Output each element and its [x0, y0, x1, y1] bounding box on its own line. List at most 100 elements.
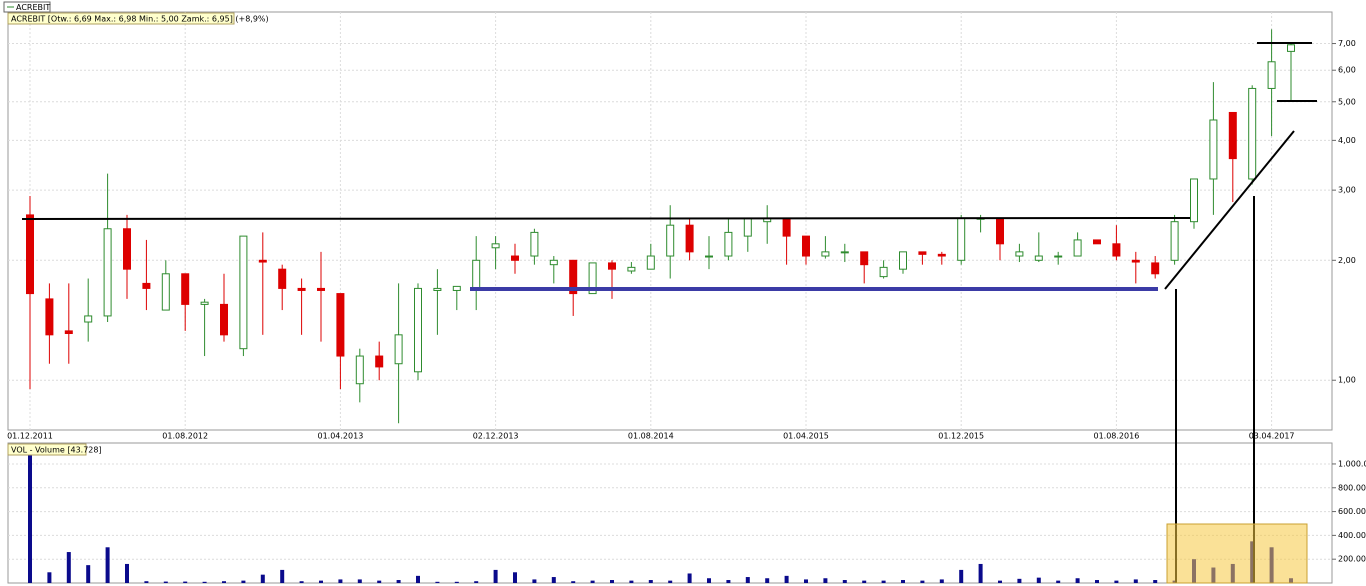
candle-body — [821, 251, 830, 257]
volume-bar — [125, 563, 129, 583]
grid: 7,00 6,00 5,00 4,00 3,00 2,00 1,00 01.12.2011 01… — [7, 12, 1366, 564]
x-tick-label: 01.12.2011 — [7, 432, 53, 441]
x-tick-label: 01.12.2015 — [938, 432, 984, 441]
volume-bar — [823, 578, 828, 583]
candle-body — [724, 231, 733, 257]
candle-body — [258, 259, 267, 263]
volume-bar — [396, 580, 401, 583]
candle-body — [646, 255, 655, 270]
candle-body — [685, 224, 694, 253]
y-tick-label: 4,00 — [1338, 136, 1356, 145]
candle-body — [879, 266, 888, 278]
candle-body — [666, 224, 675, 257]
volume-bar — [1095, 580, 1099, 583]
volume-bar — [416, 575, 420, 583]
volume-bar — [842, 580, 847, 583]
volume-bar — [357, 579, 362, 583]
volume-bar — [687, 573, 692, 583]
candle-body — [1015, 251, 1024, 257]
volume-bar — [668, 580, 673, 583]
candle-body — [64, 330, 73, 335]
candle-body — [1034, 255, 1043, 261]
candle-body — [957, 217, 966, 261]
candle-body — [899, 251, 907, 270]
volume-bar — [1056, 580, 1061, 583]
candle-body — [1093, 239, 1101, 245]
y-tick-label: 2,00 — [1338, 256, 1356, 265]
y-tick-label: 400.000 — [1338, 531, 1366, 540]
y-tick-label: 1.000.000 — [1338, 459, 1366, 468]
candle-body — [569, 259, 578, 295]
candle-body — [161, 273, 170, 311]
x-tick-label: 01.04.2015 — [783, 432, 829, 441]
candle-body — [1054, 255, 1063, 258]
annotations — [21, 42, 1317, 584]
candle-body — [608, 262, 616, 270]
candle-body — [511, 255, 519, 261]
volume-bar — [1017, 578, 1022, 583]
volume-bar — [513, 572, 517, 583]
candle-body — [26, 214, 34, 295]
x-tick-label: 03.04.2017 — [1249, 432, 1295, 441]
candle-body — [472, 259, 481, 289]
volume-bar — [901, 580, 905, 583]
volume-bar — [435, 581, 440, 583]
candle-body — [123, 228, 131, 270]
volume-bar — [1153, 580, 1158, 583]
volume-bar — [765, 578, 770, 583]
candle-body — [181, 273, 190, 305]
volume-bar — [551, 577, 556, 583]
candle-body — [142, 282, 151, 289]
candle-body — [918, 251, 927, 255]
candle-body — [840, 251, 849, 254]
volume-bar — [978, 563, 983, 583]
candle-body — [1228, 111, 1237, 160]
candle-body — [84, 315, 93, 323]
volume-bar — [493, 569, 498, 583]
candle-body — [1267, 61, 1276, 89]
candle-body — [414, 287, 422, 373]
candle-body — [743, 217, 752, 237]
candle-body — [627, 266, 636, 272]
volume-bar — [47, 572, 52, 583]
volume-bar — [707, 578, 711, 583]
volume-bar — [260, 574, 265, 583]
y-tick-label: 3,00 — [1338, 186, 1356, 195]
volume-bar — [241, 580, 246, 583]
legend-label: ACREBIT — [16, 3, 50, 12]
candle-body — [278, 268, 287, 289]
volume-bar — [66, 552, 71, 583]
y-tick-label: 1,00 — [1338, 376, 1356, 385]
volume-bar — [784, 575, 789, 583]
volume-bar — [610, 580, 614, 583]
title-box — [7, 12, 235, 25]
candle-body — [1131, 259, 1140, 263]
candle-body — [802, 235, 810, 257]
x-tick-label: 01.08.2016 — [1093, 432, 1139, 441]
candle-body — [220, 303, 228, 336]
volume-bar — [202, 581, 207, 583]
volume-bar — [629, 580, 634, 583]
candle-body — [996, 217, 1004, 245]
candle-body — [297, 287, 306, 291]
candle-body — [549, 259, 558, 266]
volume-bar — [299, 581, 304, 583]
volume-bar — [86, 565, 91, 583]
candle-body — [103, 228, 112, 317]
y-tick-label: 800.000 — [1338, 483, 1366, 492]
resistance-line — [21, 217, 1191, 220]
candle-body — [705, 255, 713, 258]
volume-bar — [590, 580, 595, 583]
volume-bar — [939, 579, 944, 583]
volume-bar — [105, 547, 110, 583]
candle-body — [200, 301, 209, 305]
candle-body — [530, 231, 539, 257]
volume-bar — [1075, 578, 1080, 583]
volume-bar — [319, 580, 323, 583]
volume-title-box — [7, 443, 87, 456]
candle-body — [1073, 239, 1082, 257]
volume-bar — [163, 581, 168, 583]
volume-bar — [222, 581, 226, 583]
candle-body — [317, 287, 325, 291]
volume-bar — [454, 581, 459, 583]
